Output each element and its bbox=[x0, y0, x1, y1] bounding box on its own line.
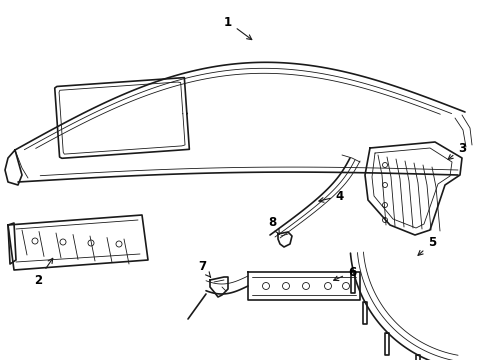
Text: 3: 3 bbox=[447, 141, 465, 159]
Text: 1: 1 bbox=[224, 15, 251, 40]
Text: 6: 6 bbox=[333, 266, 355, 280]
Text: 8: 8 bbox=[267, 216, 279, 234]
Text: 7: 7 bbox=[198, 261, 210, 277]
Text: 2: 2 bbox=[34, 258, 53, 287]
Text: 4: 4 bbox=[318, 189, 344, 202]
Text: 5: 5 bbox=[417, 237, 435, 255]
